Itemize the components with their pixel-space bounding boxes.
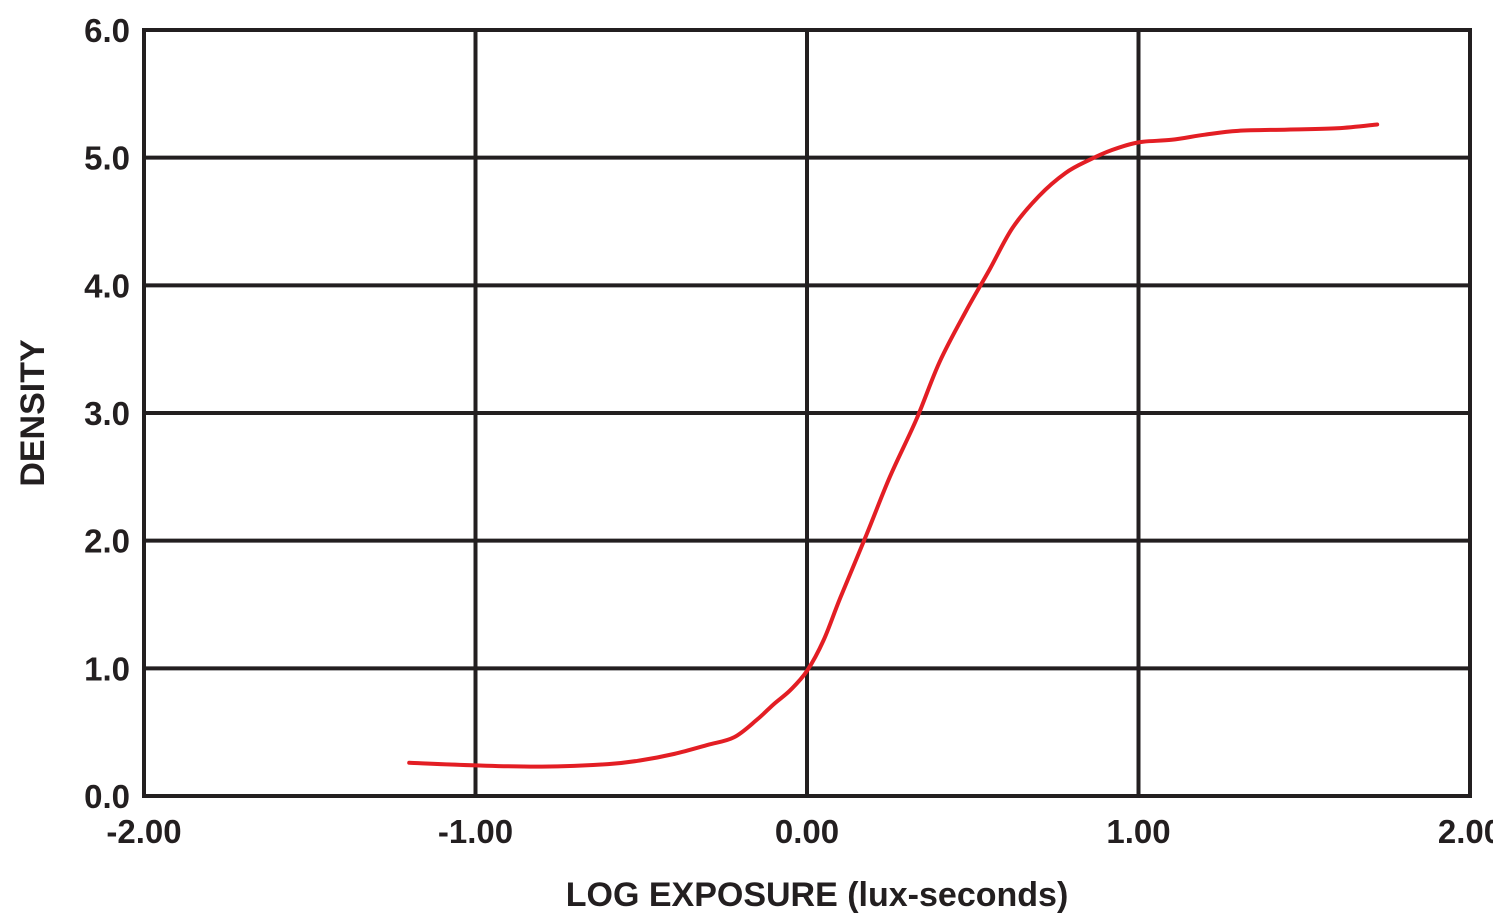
y-tick-label: 2.0 bbox=[84, 523, 130, 560]
x-tick-label: 0.00 bbox=[775, 813, 839, 850]
y-tick-labels: 0.0 1.0 2.0 3.0 4.0 5.0 6.0 bbox=[84, 12, 130, 815]
x-tick-label: -2.00 bbox=[106, 813, 181, 850]
x-tick-label: -1.00 bbox=[438, 813, 513, 850]
y-tick-label: 6.0 bbox=[84, 12, 130, 49]
y-tick-label: 4.0 bbox=[84, 267, 130, 304]
x-tick-labels: -2.00 -1.00 0.00 1.00 2.00 bbox=[106, 813, 1493, 850]
y-tick-label: 0.0 bbox=[84, 778, 130, 815]
y-tick-label: 5.0 bbox=[84, 140, 130, 177]
y-tick-label: 1.0 bbox=[84, 650, 130, 687]
density-curve bbox=[407, 122, 1380, 769]
y-tick-label: 3.0 bbox=[84, 395, 130, 432]
x-axis-title: LOG EXPOSURE (lux-seconds) bbox=[566, 876, 1069, 914]
x-tick-label: 2.00 bbox=[1438, 813, 1493, 850]
y-axis-title: DENSITY bbox=[14, 339, 52, 487]
x-tick-label: 1.00 bbox=[1106, 813, 1170, 850]
plot-frame bbox=[142, 28, 1472, 798]
grid-lines bbox=[144, 30, 1470, 796]
